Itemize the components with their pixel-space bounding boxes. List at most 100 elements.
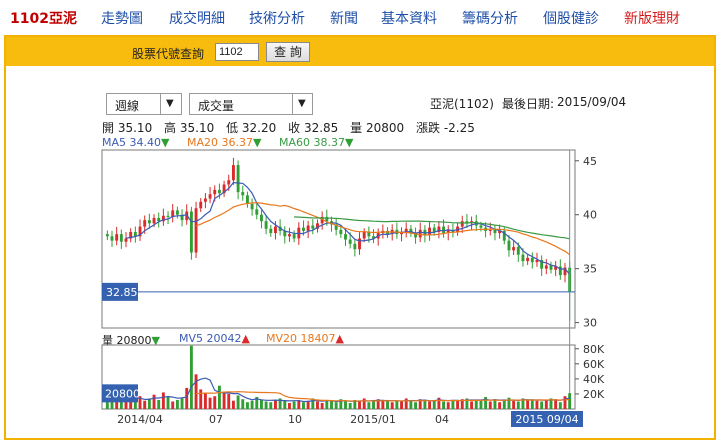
volume-bar (292, 401, 296, 409)
volume-bar (330, 400, 333, 409)
x-axis-label: 10 (288, 413, 302, 426)
price-tick-label: 45 (583, 155, 597, 168)
volume-bar (274, 399, 277, 409)
mv20-label: MV20 (266, 332, 298, 345)
candle (362, 231, 366, 239)
volume-bar (381, 401, 385, 409)
nav-link-stock-checkup[interactable]: 個股健診 (543, 11, 599, 27)
volume-bar (516, 401, 520, 409)
period-select-value: 週線 (115, 99, 140, 113)
candle (558, 266, 562, 276)
candle (353, 243, 357, 250)
x-axis-label: 07 (209, 413, 223, 426)
candle (255, 209, 259, 215)
nav-link-fundamentals[interactable]: 基本資料 (381, 11, 437, 27)
nav-link-news[interactable]: 新聞 (330, 11, 358, 27)
volume-bar (544, 399, 548, 409)
candle (386, 230, 389, 235)
volume-bar (568, 393, 572, 409)
nav-link-trade-details[interactable]: 成交明細 (169, 11, 225, 27)
volume-bar (208, 397, 212, 409)
candle (171, 210, 175, 217)
candle (530, 257, 534, 263)
chevron-down-icon: ▼ (166, 98, 174, 109)
volume-bar (325, 399, 329, 409)
low-value: 32.20 (241, 121, 277, 135)
volume-bar (535, 400, 539, 409)
volume-bar (358, 401, 361, 409)
search-button[interactable]: 查 詢 (266, 42, 310, 62)
candle (217, 189, 221, 194)
nav-link-chips-analysis[interactable]: 籌碼分析 (462, 11, 518, 27)
volume-bar (189, 345, 193, 409)
price-plot-area (101, 149, 576, 329)
candle (105, 234, 109, 237)
volume-bar (143, 400, 147, 409)
volume-bar (227, 393, 231, 409)
volume-bar (311, 398, 315, 409)
volume-bar (488, 401, 492, 409)
candle (488, 229, 492, 231)
volume-bar (236, 395, 240, 409)
nav-link-new-finance[interactable]: 新版理財 (624, 11, 680, 27)
volume-bar (203, 393, 207, 409)
volume-bar (465, 398, 469, 409)
volume-tick-label: 80K (583, 343, 605, 356)
candle (194, 208, 198, 253)
volume-bar (129, 401, 133, 409)
candle (119, 234, 123, 242)
ma20-line (195, 202, 571, 256)
ma60-info: MA60 38.37▼ (279, 136, 353, 149)
volume-bar (404, 398, 408, 409)
volume-bar (507, 397, 511, 409)
up-arrow-icon: ▲ (241, 332, 250, 345)
stock-chart[interactable]: 45 40 35 30 80K 60K 40K 20K 32.85 20800 2014/04 07 1… (6, 37, 714, 438)
x-axis-label: 2015/01 (350, 413, 396, 426)
price-tick-label: 40 (583, 209, 597, 222)
volume-bar (259, 399, 263, 409)
volume-bar (124, 398, 128, 409)
volume-bar (400, 401, 403, 409)
candle (367, 231, 371, 237)
volume-bar (521, 398, 525, 409)
volume-bar (166, 396, 170, 409)
candle (245, 195, 249, 204)
stock-code-input[interactable] (215, 43, 259, 61)
candle (358, 238, 361, 250)
current-date-box (511, 411, 583, 427)
nav-link-technical-analysis[interactable]: 技術分析 (249, 11, 305, 27)
candle (554, 266, 558, 270)
candle (222, 184, 226, 194)
open-label: 開 (102, 121, 115, 135)
candle (288, 234, 291, 237)
volume-bar (554, 399, 558, 409)
indicator-select[interactable]: 成交量 ▼ (189, 93, 313, 115)
ma20-value: 36.37 (221, 136, 254, 149)
candle (493, 229, 497, 234)
high-value: 35.10 (179, 121, 215, 135)
top-navigation: 1102亞泥 走勢圖 成交明細 技術分析 新聞 基本資料 籌碼分析 個股健診 新… (0, 0, 720, 34)
candle (161, 215, 165, 222)
candle (437, 226, 441, 232)
volume-label: 量 (350, 121, 363, 135)
candle (231, 165, 235, 181)
volume-bar (288, 402, 291, 409)
down-arrow-icon: ▼ (253, 136, 262, 149)
period-select[interactable]: 週線 ▼ (106, 93, 182, 115)
candle (203, 198, 207, 202)
candle (175, 210, 179, 215)
last-date: 2015/09/04 (557, 95, 627, 109)
volume-bar (147, 398, 151, 409)
candle (189, 211, 193, 253)
candle (516, 247, 520, 255)
volume-bar (171, 401, 175, 409)
volume-bar (446, 402, 450, 409)
volume-bar (199, 389, 203, 409)
ma20-label: MA20 (187, 136, 219, 149)
volume-tick-label: 40K (583, 373, 605, 386)
candle (199, 201, 203, 209)
nav-link-trend[interactable]: 走勢圖 (101, 11, 143, 27)
candle (502, 230, 506, 241)
candle (316, 223, 319, 229)
volume-bar (264, 401, 268, 409)
